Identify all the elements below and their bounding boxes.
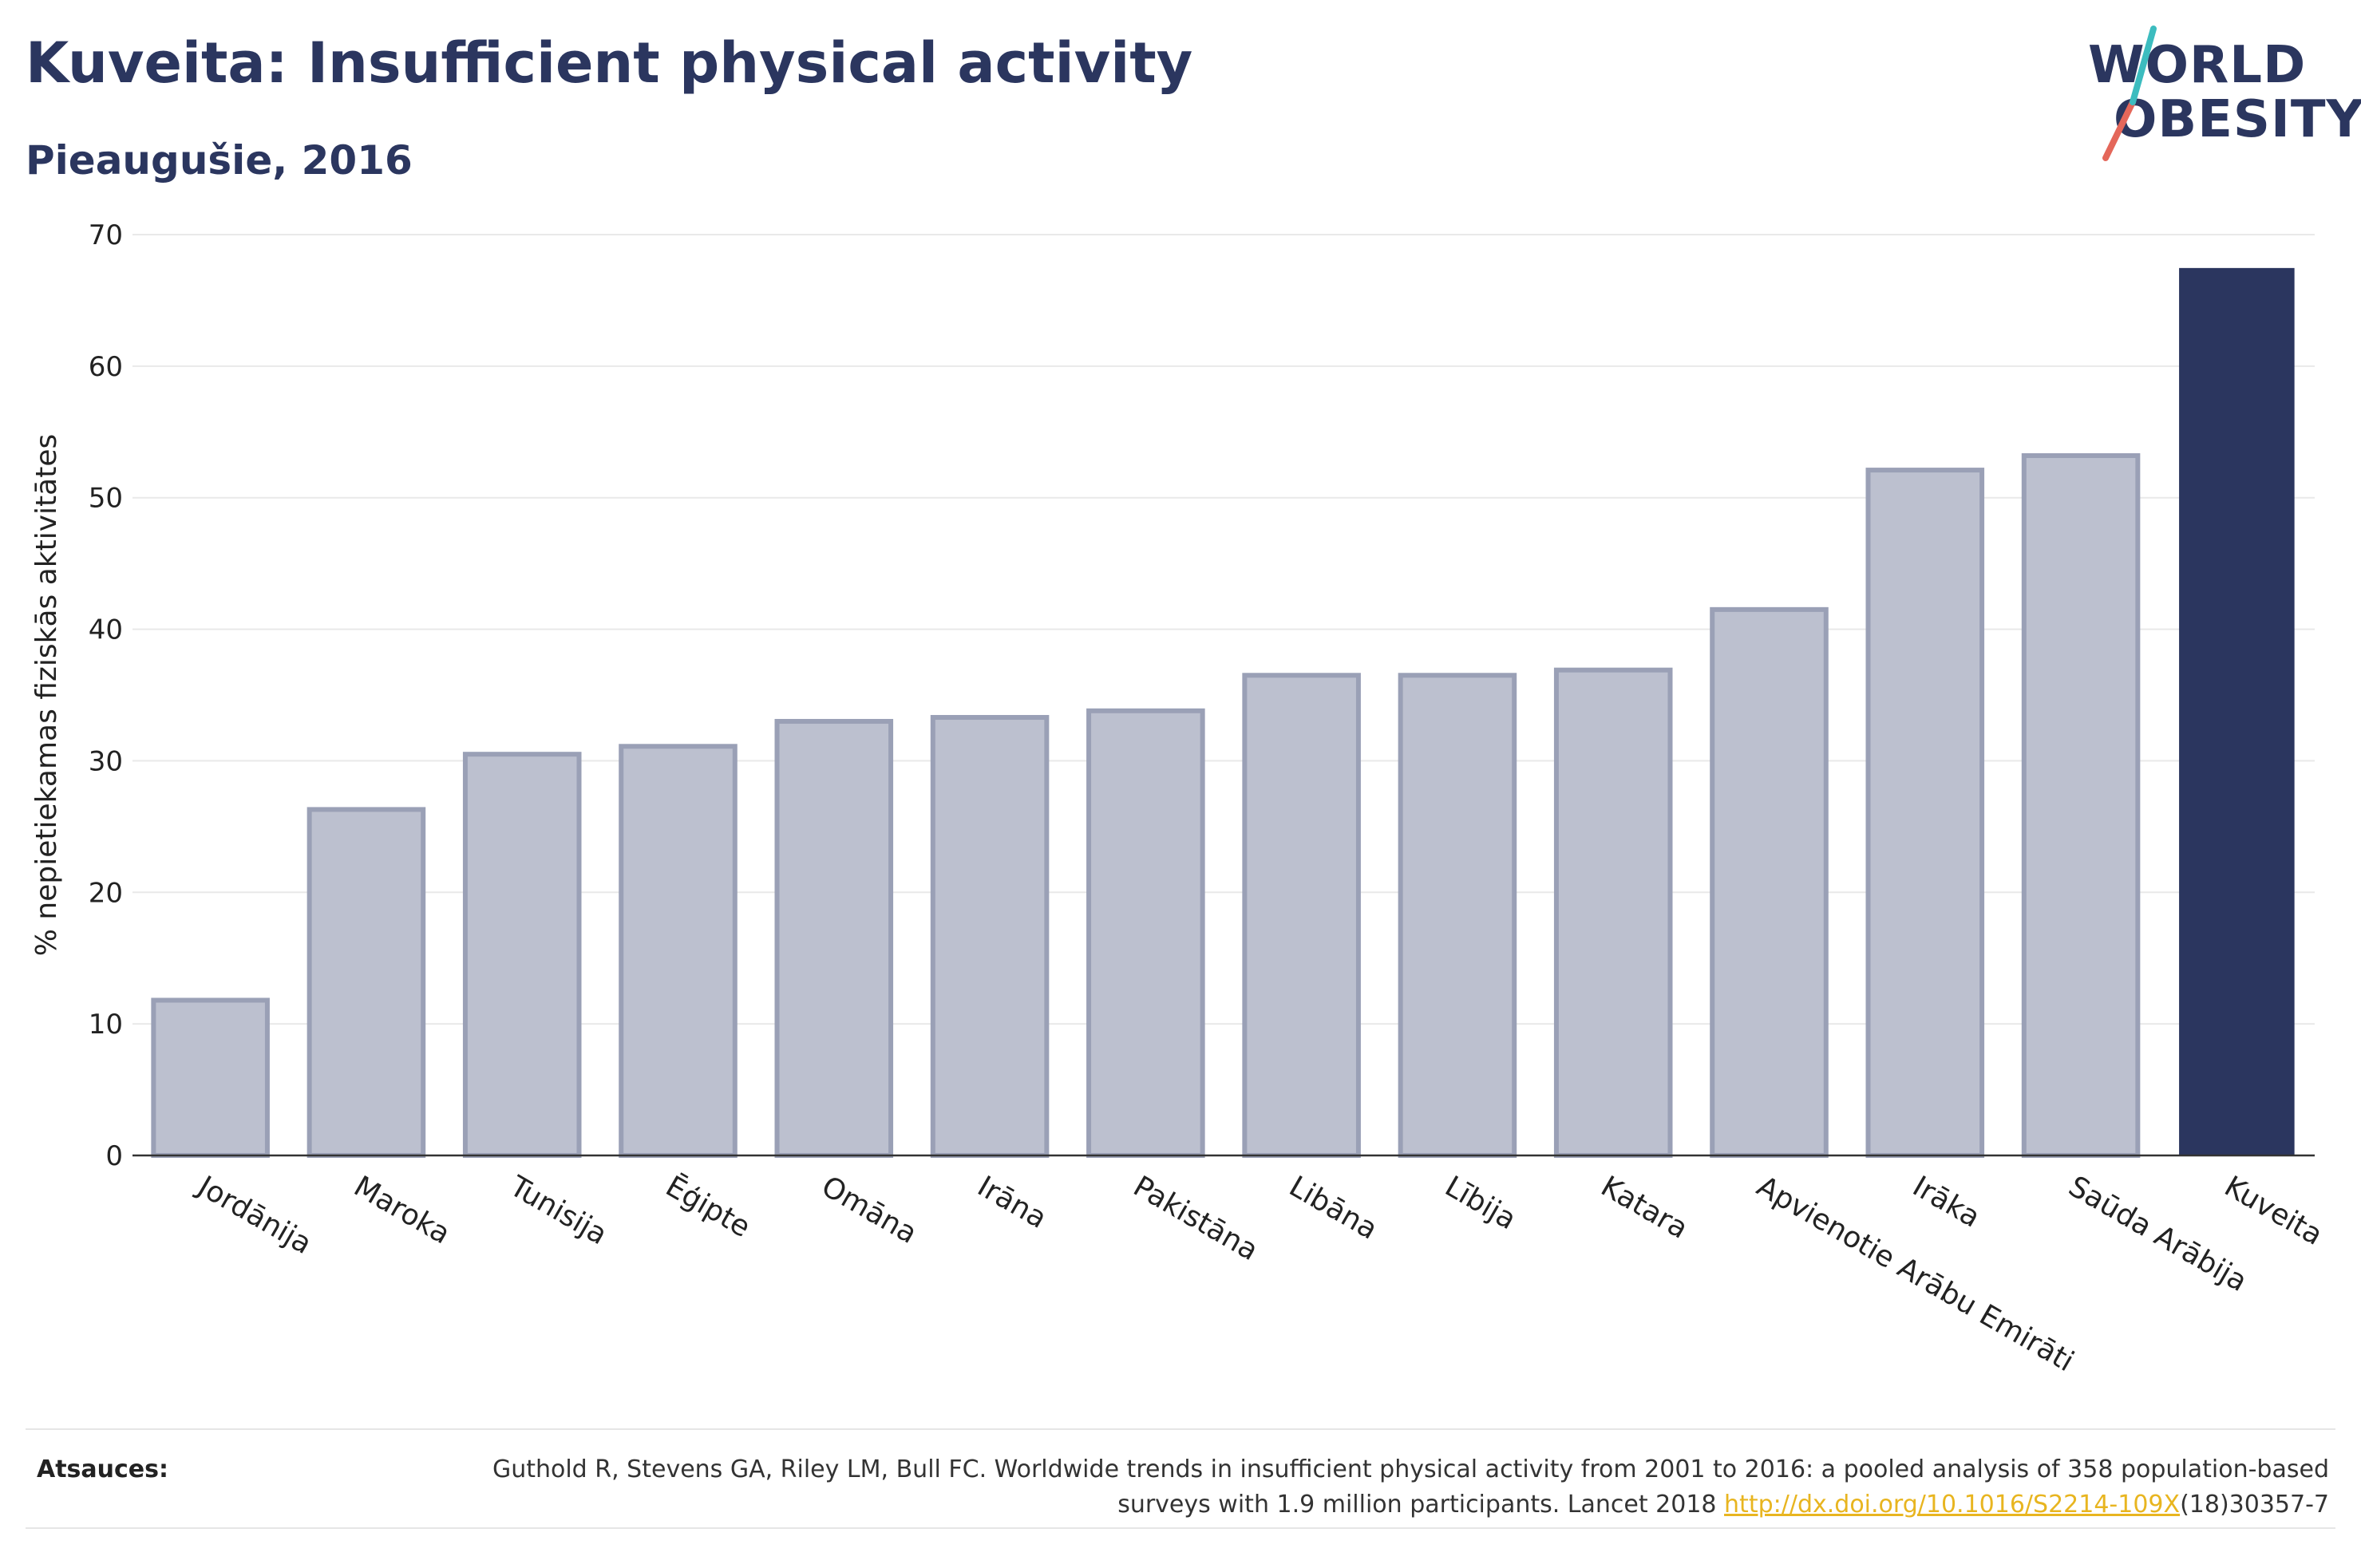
x-tick-label: Omāna xyxy=(816,1170,922,1250)
y-axis-label: % nepietiekamas fiziskās aktivitātes xyxy=(30,434,63,956)
x-tick-label: Irāna xyxy=(972,1170,1052,1235)
world-obesity-logo: WORLD OBESITY xyxy=(2083,24,2361,168)
bar xyxy=(1398,673,1517,1158)
chart-subtitle: Pieaugušie, 2016 xyxy=(26,137,413,184)
y-tick-label: 20 xyxy=(89,877,123,909)
x-tick-label: Libāna xyxy=(1283,1170,1382,1246)
bar xyxy=(2179,267,2295,1156)
bar xyxy=(1710,606,1829,1158)
sources-citation: Guthold R, Stevens GA, Riley LM, Bull FC… xyxy=(453,1452,2329,1523)
y-tick-label: 70 xyxy=(89,219,123,251)
x-tick-label: Maroka xyxy=(348,1170,455,1250)
bar xyxy=(462,752,582,1159)
x-tick-label: Katara xyxy=(1596,1170,1694,1246)
y-tick-label: 30 xyxy=(89,745,123,777)
bar xyxy=(1553,667,1673,1158)
logo-text-obesity: OBESITY xyxy=(2114,90,2361,149)
sources-label: Atsauces: xyxy=(37,1455,168,1483)
x-tick-label: Jordānija xyxy=(191,1169,317,1261)
x-tick-label: Tunisija xyxy=(504,1170,613,1251)
bar xyxy=(2021,452,2141,1158)
bar xyxy=(930,715,1050,1158)
logo-text-world: WORLD xyxy=(2088,36,2307,95)
bar xyxy=(151,997,270,1159)
citation-text: Guthold R, Stevens GA, Riley LM, Bull FC… xyxy=(492,1455,2329,1519)
bar xyxy=(306,807,426,1158)
x-tick-label: Kuveita xyxy=(2219,1170,2328,1252)
bar xyxy=(1086,708,1205,1158)
chart-title: Kuveita: Insufficient physical activity xyxy=(26,30,1193,96)
x-tick-label: Irāka xyxy=(1907,1170,1985,1234)
sources-footer: Atsauces: Guthold R, Stevens GA, Riley L… xyxy=(26,1428,2335,1529)
logo-slash-icon xyxy=(2102,26,2157,161)
x-tick-label: Pakistāna xyxy=(1128,1170,1264,1267)
bar-chart: 0 10 20 30 40 50 60 70 % nepietiekamas fiziskās … xyxy=(30,219,2328,1378)
y-tick-label: 60 xyxy=(89,351,123,383)
y-tick-label: 40 xyxy=(89,614,123,646)
bar xyxy=(1242,673,1361,1158)
citation-link[interactable]: http://dx.doi.org/10.1016/S2214-109X xyxy=(1724,1491,2181,1519)
y-tick-label: 50 xyxy=(89,483,123,515)
bar xyxy=(774,718,894,1158)
citation-suffix: (18)30357-7 xyxy=(2180,1491,2329,1519)
bar xyxy=(1865,468,1985,1158)
x-tick-label: Lībija xyxy=(1439,1170,1521,1236)
bar xyxy=(619,744,738,1158)
x-tick-label: Ēģipte xyxy=(660,1170,756,1244)
y-tick-label: 0 xyxy=(105,1140,123,1172)
y-tick-label: 10 xyxy=(89,1009,123,1041)
